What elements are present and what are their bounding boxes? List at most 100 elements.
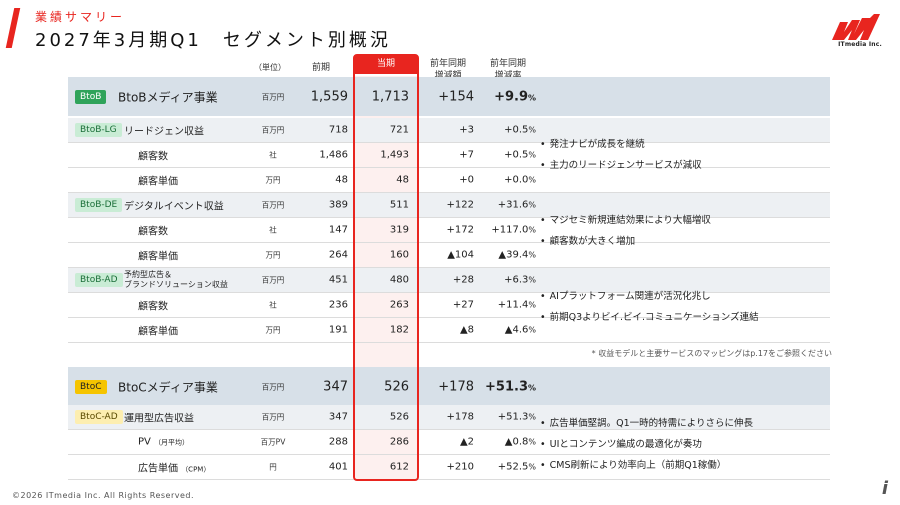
- value-current: 526: [384, 379, 409, 394]
- value-prev: 718: [328, 124, 348, 136]
- value-current: 511: [389, 199, 409, 211]
- row-unit: 百万円: [261, 382, 285, 391]
- notes-btoc: 広告単価堅調。Q1一時的特需によりさらに伸長 UIとコンテンツ編成の最適化が奏功…: [540, 413, 830, 476]
- row-unit: 万円: [265, 175, 281, 185]
- value-current: 1,713: [371, 89, 409, 104]
- value-prev: 48: [335, 174, 348, 186]
- value-diff: +28: [452, 274, 474, 286]
- value-diff: +178: [446, 411, 474, 423]
- note-item: マジセミ新規連結効果により大幅増収: [540, 210, 830, 231]
- value-current: 480: [389, 274, 409, 286]
- value-prev: 264: [328, 249, 348, 261]
- value-current: 182: [389, 324, 409, 336]
- row-name: 顧客単価: [138, 326, 178, 338]
- value-current: 286: [389, 436, 409, 448]
- value-prev: 1,486: [319, 149, 348, 161]
- value-current: 319: [389, 224, 409, 236]
- row-unit: 万円: [265, 325, 281, 335]
- page-subtitle: 業績サマリー: [35, 10, 126, 24]
- note-item: UIとコンテンツ編成の最適化が奏功: [540, 434, 830, 455]
- value-prev: 347: [323, 379, 348, 394]
- row-unit: 社: [269, 300, 277, 310]
- table-row-kpi: 顧客単価 万円 191 182 ▲8 ▲4.6%: [68, 318, 830, 343]
- value-diff: +7: [459, 149, 474, 161]
- badge-btob-lg: BtoB-LG: [75, 123, 122, 137]
- accent-bar: [5, 8, 21, 48]
- logo-text: ITmedia Inc.: [838, 41, 882, 48]
- table-row-kpi: 顧客数 社 1,486 1,493 +7 +0.5%: [68, 143, 830, 168]
- value-rate: +117.0%: [491, 224, 536, 236]
- value-rate: +51.3%: [497, 411, 536, 423]
- row-name: 予約型広告＆ ブランドソリューション収益: [124, 270, 228, 289]
- row-name: 顧客単価: [138, 176, 178, 188]
- value-prev: 147: [328, 224, 348, 236]
- value-rate: +0.5%: [504, 149, 536, 161]
- row-name: BtoCメディア事業: [118, 380, 218, 394]
- value-prev: 288: [328, 436, 348, 448]
- row-unit: 百万円: [261, 275, 285, 285]
- note-item: AIプラットフォーム関連が活況化兆し: [540, 286, 830, 307]
- table-row-kpi: 顧客数 社 236 263 +27 +11.4%: [68, 293, 830, 318]
- value-diff: +0: [459, 174, 474, 186]
- note-item: 主力のリードジェンサービスが減収: [540, 155, 830, 176]
- row-name: 顧客数: [138, 226, 168, 238]
- value-diff: +154: [438, 89, 474, 104]
- value-rate: +0.0%: [504, 174, 536, 186]
- notes-btob-ad: AIプラットフォーム関連が活況化兆し 前期Q3よりビイ.ビイ.コミュニケーション…: [540, 286, 830, 328]
- value-current: 48: [396, 174, 409, 186]
- value-prev: 451: [328, 274, 348, 286]
- notes-btob-de: マジセミ新規連結効果により大幅増収 顧客数が大きく増加: [540, 210, 830, 252]
- value-prev: 347: [328, 411, 348, 423]
- row-unit: 百万円: [261, 125, 285, 135]
- value-rate: +52.5%: [497, 461, 536, 473]
- table-row-btoc: BtoC BtoCメディア事業 百万円 347 526 +178 +51.3%: [68, 367, 830, 406]
- row-name: 運用型広告収益: [124, 413, 194, 425]
- column-header-prev: 前期: [311, 63, 330, 73]
- note-item: 広告単価堅調。Q1一時的特需によりさらに伸長: [540, 413, 830, 434]
- value-prev: 389: [328, 199, 348, 211]
- value-diff: +210: [446, 461, 474, 473]
- badge-btob-de: BtoB-DE: [75, 198, 123, 212]
- value-rate: +31.6%: [497, 199, 536, 211]
- value-prev: 1,559: [310, 89, 348, 104]
- badge-btob-ad: BtoB-AD: [75, 273, 123, 287]
- value-rate: +51.3%: [485, 379, 536, 394]
- itmedia-logo-icon: [832, 14, 880, 40]
- notes-btob-lg: 発注ナビが成長を継続 主力のリードジェンサービスが減収: [540, 134, 830, 176]
- copyright: ©2026 ITmedia Inc. All Rights Reserved.: [12, 491, 195, 500]
- note-item: 発注ナビが成長を継続: [540, 134, 830, 155]
- table-row-kpi: 顧客単価 万円 48 48 +0 +0.0%: [68, 168, 830, 193]
- value-rate: ▲0.8%: [504, 436, 536, 448]
- badge-btob: BtoB: [75, 89, 107, 104]
- badge-btoc-ad: BtoC-AD: [75, 410, 123, 424]
- corner-watermark-icon: i: [881, 478, 888, 499]
- value-rate: +9.9%: [494, 89, 536, 104]
- column-header-current: 当期: [355, 54, 417, 74]
- value-diff: +27: [452, 299, 474, 311]
- value-current: 160: [389, 249, 409, 261]
- row-name: 顧客単価: [138, 251, 178, 263]
- table-row-kpi: 顧客数 社 147 319 +172 +117.0%: [68, 218, 830, 243]
- page-title: 2027年3月期Q1 セグメント別概況: [35, 30, 391, 51]
- value-prev: 191: [328, 324, 348, 336]
- table-row-kpi: PV （月平均） 百万PV 288 286 ▲2 ▲0.8%: [68, 430, 830, 455]
- value-diff: +172: [446, 224, 474, 236]
- value-rate: +11.4%: [497, 299, 536, 311]
- row-unit: 百万円: [261, 200, 285, 210]
- note-item: 前期Q3よりビイ.ビイ.コミュニケーションズ連結: [540, 307, 830, 328]
- value-prev: 401: [328, 461, 348, 473]
- row-name: 顧客数: [138, 151, 168, 163]
- column-header-diff: 前年同期 増減額: [429, 59, 466, 81]
- value-current: 721: [389, 124, 409, 136]
- value-current: 526: [389, 411, 409, 423]
- footnote: * 収益モデルと主要サービスのマッピングはp.17をご参照ください: [591, 349, 832, 358]
- row-name: 顧客数: [138, 301, 168, 313]
- value-diff: +178: [438, 379, 474, 394]
- value-prev: 236: [328, 299, 348, 311]
- row-name: 広告単価 （CPM）: [138, 463, 211, 475]
- row-unit: 円: [269, 462, 277, 472]
- value-rate: +6.3%: [504, 274, 536, 286]
- value-rate: +0.5%: [504, 124, 536, 136]
- row-unit: 百万円: [261, 92, 285, 101]
- value-rate: ▲39.4%: [498, 249, 536, 261]
